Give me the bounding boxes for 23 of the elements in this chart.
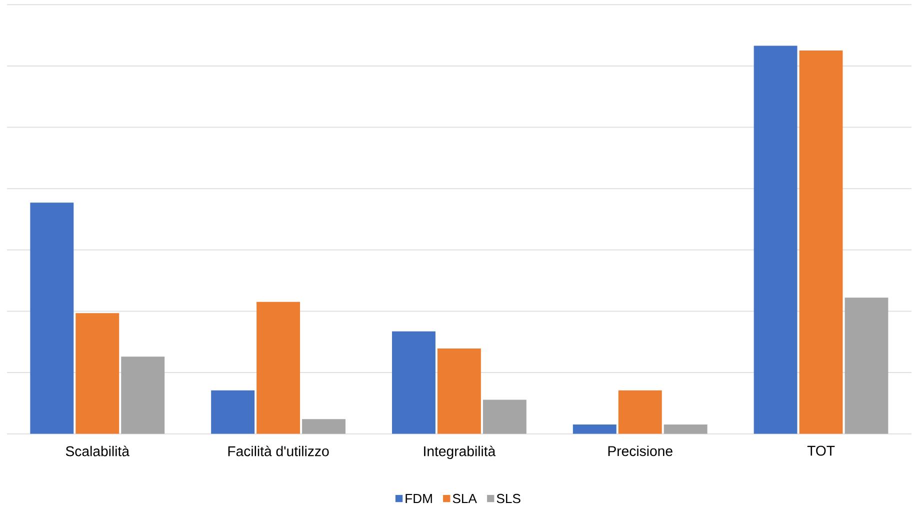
bar bbox=[392, 332, 436, 434]
x-tick-label: Scalabilità bbox=[66, 446, 130, 456]
bar bbox=[437, 348, 481, 434]
bar bbox=[121, 356, 165, 434]
bar bbox=[664, 424, 708, 434]
x-tick-label: Integrabilità bbox=[424, 446, 496, 460]
bar bbox=[754, 46, 798, 434]
bar bbox=[799, 50, 843, 434]
bar bbox=[572, 424, 616, 434]
bar bbox=[482, 400, 526, 434]
bar bbox=[844, 298, 888, 434]
bar bbox=[256, 302, 300, 434]
x-tick-label: Facilità d'utilizzo bbox=[228, 446, 329, 456]
bar bbox=[30, 202, 74, 434]
x-tick-label: TOT bbox=[807, 446, 835, 456]
legend-label: SLS bbox=[496, 494, 520, 504]
bar bbox=[618, 390, 662, 434]
bar bbox=[76, 313, 120, 434]
bar bbox=[211, 390, 255, 434]
x-tick-label: Precisione bbox=[608, 446, 672, 456]
legend-label: FDM bbox=[406, 494, 432, 504]
legend-label: SLA bbox=[452, 494, 477, 504]
bar bbox=[302, 419, 346, 434]
